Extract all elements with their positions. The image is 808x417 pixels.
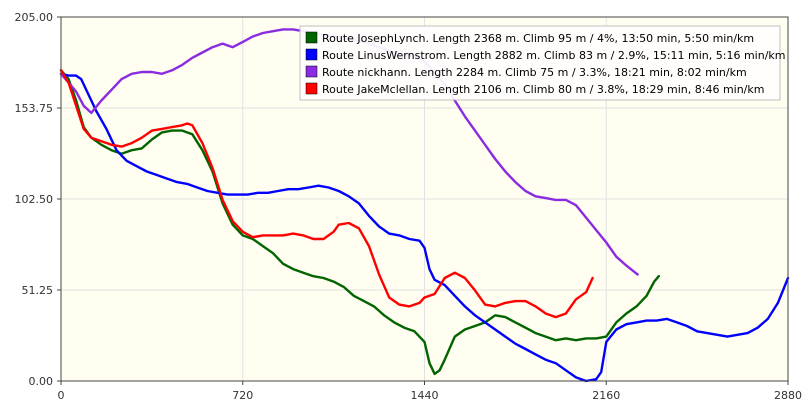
legend-swatch — [305, 48, 318, 61]
legend-swatch — [305, 65, 318, 78]
legend: Route JosephLynch. Length 2368 m. Climb … — [299, 25, 786, 101]
series-lines — [59, 28, 790, 383]
x-tick-label: 2160 — [592, 389, 620, 402]
y-tick-label: 205.00 — [15, 11, 54, 24]
x-tick-label: 720 — [232, 389, 253, 402]
legend-entry-1: Route JosephLynch. Length 2368 m. Climb … — [322, 32, 754, 45]
legend-entry-4: Route JakeMclellan. Length 2106 m. Climb… — [322, 83, 764, 96]
y-tick-label: 51.25 — [22, 284, 54, 297]
x-tick-label: 0 — [58, 389, 65, 402]
x-tick-label: 1440 — [411, 389, 439, 402]
legend-swatch — [305, 82, 318, 95]
y-tick-label: 0.00 — [29, 375, 54, 388]
y-tick-label: 102.50 — [15, 193, 54, 206]
x-tick-label: 2880 — [774, 389, 802, 402]
y-tick-label: 153.75 — [15, 102, 54, 115]
legend-swatch — [305, 31, 318, 44]
axes: 0 720 1440 2160 2880 0.00 51.25 102.50 153.75 205… — [15, 11, 803, 402]
legend-entry-3: Route nickhann. Length 2284 m. Climb 75 … — [322, 66, 747, 79]
legend-entry-2: Route LinusWernstrom. Length 2882 m. Cli… — [322, 49, 786, 62]
legend-box — [299, 25, 781, 101]
series-line-2 — [59, 72, 790, 383]
series-line-4 — [59, 69, 594, 319]
series-line-1 — [59, 69, 660, 376]
